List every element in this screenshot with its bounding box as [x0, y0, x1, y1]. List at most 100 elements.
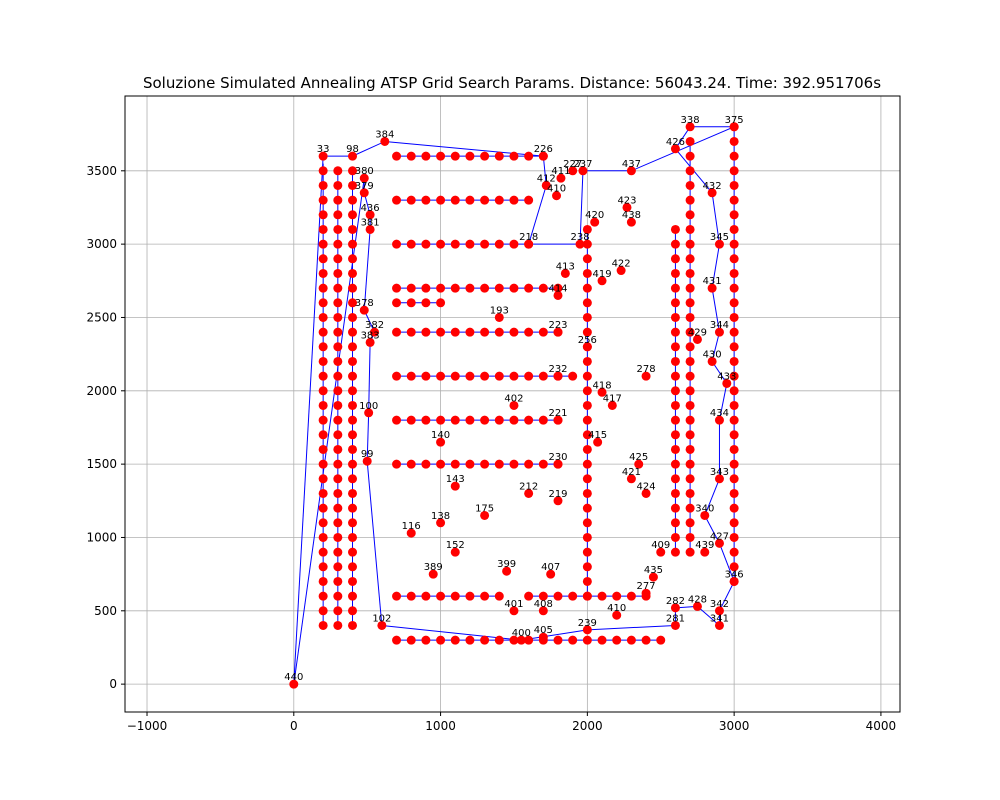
city-point — [406, 239, 416, 249]
city-point — [318, 386, 328, 396]
city-point — [421, 298, 431, 308]
city-point — [318, 268, 328, 278]
city-point — [480, 195, 490, 205]
city-point — [392, 327, 402, 337]
city-point — [377, 620, 387, 630]
city-point — [392, 371, 402, 381]
city-point — [318, 459, 328, 469]
city-label: 344 — [710, 320, 729, 331]
city-point — [729, 400, 739, 410]
city-point — [348, 268, 358, 278]
city-point — [670, 459, 680, 469]
city-point — [494, 151, 504, 161]
city-point — [509, 459, 519, 469]
city-point — [318, 180, 328, 190]
city-point — [729, 386, 739, 396]
city-point — [348, 356, 358, 366]
city-point — [348, 195, 358, 205]
city-point — [670, 224, 680, 234]
city-point — [685, 268, 695, 278]
city-point — [509, 151, 519, 161]
city-label: 343 — [710, 467, 729, 478]
city-point — [348, 298, 358, 308]
city-label: 399 — [497, 559, 516, 570]
city-point — [685, 254, 695, 264]
city-label: 226 — [534, 144, 553, 155]
city-label: 140 — [431, 430, 450, 441]
city-point — [348, 151, 358, 161]
city-label: 381 — [361, 217, 380, 228]
route-segment — [587, 624, 676, 631]
city-point — [318, 356, 328, 366]
city-point — [348, 327, 358, 337]
city-point — [509, 400, 519, 410]
city-point — [436, 327, 446, 337]
city-point — [333, 488, 343, 498]
city-label: 102 — [372, 613, 391, 624]
city-label: 379 — [355, 181, 374, 192]
city-label: 378 — [355, 298, 374, 309]
city-point — [318, 444, 328, 454]
y-tick-label: 2500 — [86, 310, 117, 324]
city-point — [318, 371, 328, 381]
city-point — [582, 488, 592, 498]
city-point — [634, 459, 644, 469]
city-point — [318, 298, 328, 308]
city-point — [318, 239, 328, 249]
city-point — [729, 576, 739, 586]
city-point — [333, 576, 343, 586]
city-label: 237 — [573, 159, 592, 170]
city-point — [582, 268, 592, 278]
city-point — [333, 268, 343, 278]
city-point — [450, 327, 460, 337]
city-label: 33 — [317, 144, 330, 155]
city-point — [553, 327, 563, 337]
plot-frame — [124, 95, 901, 713]
city-point — [707, 283, 717, 293]
city-point — [333, 239, 343, 249]
city-point — [575, 239, 585, 249]
city-label: 221 — [548, 408, 567, 419]
city-point — [494, 283, 504, 293]
city-point — [406, 283, 416, 293]
city-point — [509, 635, 519, 645]
city-label: 433 — [717, 371, 736, 382]
city-point — [685, 210, 695, 220]
city-point — [348, 576, 358, 586]
city-point — [626, 217, 636, 227]
city-label: 341 — [710, 613, 729, 624]
city-point — [392, 283, 402, 293]
city-point — [406, 151, 416, 161]
city-point — [318, 488, 328, 498]
city-point — [348, 562, 358, 572]
city-point — [333, 444, 343, 454]
city-point — [348, 503, 358, 513]
city-point — [582, 576, 592, 586]
city-point — [494, 239, 504, 249]
city-point — [685, 342, 695, 352]
city-point — [421, 415, 431, 425]
city-point — [480, 459, 490, 469]
city-point — [582, 356, 592, 366]
city-point — [582, 400, 592, 410]
city-label: 232 — [548, 364, 567, 375]
city-point — [685, 386, 695, 396]
city-point — [729, 283, 739, 293]
city-point — [494, 459, 504, 469]
city-point — [656, 547, 666, 557]
city-point — [333, 459, 343, 469]
city-point — [524, 488, 534, 498]
city-point — [450, 415, 460, 425]
city-point — [582, 625, 592, 635]
city-point — [626, 166, 636, 176]
city-point — [685, 400, 695, 410]
city-point — [450, 547, 460, 557]
city-point — [318, 342, 328, 352]
city-point — [509, 415, 519, 425]
city-point — [553, 283, 563, 293]
city-point — [436, 591, 446, 601]
city-point — [714, 474, 724, 484]
city-point — [480, 591, 490, 601]
city-label: 410 — [547, 184, 566, 195]
city-point — [553, 459, 563, 469]
